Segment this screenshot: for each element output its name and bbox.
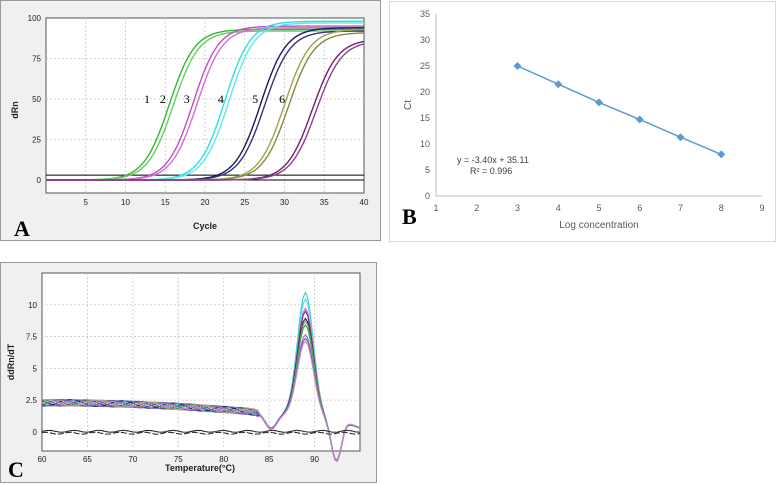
panel-b-axes [435, 14, 762, 197]
panel-b-x-tick-label: 2 [474, 203, 479, 213]
panel-b-letter: B [402, 204, 417, 229]
panel-b-data-point [513, 62, 522, 70]
panel-a-x-tick-label: 25 [240, 198, 249, 207]
panel-b-y-tick-label: 5 [425, 165, 430, 175]
panel-a-curve-label: 5 [252, 92, 258, 106]
panel-b-y-ticks: 0 5 10 15 20 25 30 35 [420, 9, 430, 201]
panel-c-y-tick-label: 10 [28, 301, 37, 310]
panel-c-x-tick-label: 75 [174, 455, 183, 464]
panel-a-amplification-curve [46, 43, 365, 181]
panel-c-y-tick-label: 5 [33, 364, 38, 373]
panel-a-y-tick-label: 75 [32, 55, 41, 64]
panel-c-x-tick-label: 60 [38, 455, 47, 464]
panel-a-x-tick-label: 15 [161, 198, 170, 207]
panel-a-curve-label: 4 [218, 92, 224, 106]
panel-b-data-point [635, 115, 644, 124]
panel-c-y-tick-label: 0 [33, 428, 38, 437]
panel-c-x-tick-label: 85 [265, 455, 274, 464]
panel-a-y-tick-label: 25 [32, 136, 41, 145]
panel-b-data-point [676, 133, 685, 142]
panel-c-y-tick-label: 7.5 [26, 333, 38, 342]
panel-c-curves [41, 291, 361, 462]
panel-b-y-tick-label: 25 [420, 61, 430, 71]
panel-b-equation: y = -3.40x + 35.11 [457, 155, 529, 165]
panel-c-x-tick-label: 90 [310, 455, 319, 464]
panel-b-y-tick-label: 35 [420, 9, 430, 19]
panel-c-x-tick-label: 65 [83, 455, 92, 464]
panel-a-curve-label: 6 [279, 92, 285, 106]
panel-b-x-tick-label: 8 [719, 203, 724, 213]
panel-b-x-tick-label: 6 [637, 203, 642, 213]
panel-a-curve-label: 2 [160, 92, 166, 106]
panel-c-negative-control [41, 429, 361, 433]
panel-c-y-ticks: 0 2.5 5 7.5 10 [26, 301, 38, 437]
panel-b-y-tick-label: 20 [420, 87, 430, 97]
panel-b-x-tick-label: 1 [433, 203, 438, 213]
panel-b-x-tick-label: 5 [596, 203, 601, 213]
panel-c-letter: C [8, 457, 24, 482]
panel-a-y-tick-label: 50 [32, 95, 41, 104]
panel-a-x-label: Cycle [193, 221, 217, 231]
panel-c-melt-curve [41, 320, 361, 462]
panel-c-melt-curve [41, 340, 361, 462]
panel-a-curve-label: 1 [144, 92, 150, 106]
panel-b-points [513, 62, 726, 159]
panel-c-x-tick-label: 70 [128, 455, 137, 464]
panel-a-x-tick-label: 40 [360, 198, 369, 207]
panel-c-y-label: ddRn/dT [6, 343, 16, 380]
panel-a-curves [46, 20, 365, 181]
panel-a-x-tick-label: 5 [84, 198, 89, 207]
panel-c-negative-control [41, 431, 361, 435]
panel-b-y-tick-label: 30 [420, 35, 430, 45]
panel-b-y-tick-label: 0 [425, 191, 430, 201]
panel-b-x-label: Log concentration [559, 220, 639, 231]
panel-b-r2: R² = 0.996 [470, 166, 512, 176]
panel-a-x-tick-label: 30 [280, 198, 289, 207]
panel-b-data-point [717, 150, 726, 159]
panel-b-x-tick-label: 9 [759, 203, 764, 213]
panel-c-x-label: Temperature(°C) [165, 463, 235, 473]
panel-a-x-tick-label: 20 [201, 198, 210, 207]
panel-b-x-tick-label: 4 [556, 203, 561, 213]
panel-b-y-label: Ct [403, 100, 414, 110]
panel-a-x-ticks: 5 10 15 20 25 30 35 40 [84, 198, 369, 207]
panel-c-x-tick-label: 80 [219, 455, 228, 464]
panel-a-y-label: dRn [10, 101, 20, 119]
panel-b-data-point [595, 98, 603, 107]
panel-a-y-ticks: 0 25 50 75 100 [28, 14, 42, 185]
panel-b-data-point [554, 80, 563, 89]
panel-c-melt-curve [41, 317, 361, 461]
panel-b-x-tick-label: 3 [515, 203, 520, 213]
panel-a-x-tick-label: 10 [121, 198, 130, 207]
panel-a-y-tick-label: 0 [37, 176, 42, 185]
panel-b-trendline-path [517, 65, 722, 156]
panel-b-x-ticks: 1 2 3 4 5 6 7 8 9 [433, 203, 764, 213]
panel-b-frame [389, 1, 776, 242]
panel-b-y-tick-label: 15 [420, 113, 430, 123]
panel-b-trendline [517, 65, 722, 156]
panel-a-y-tick-label: 100 [28, 14, 42, 23]
panel-c-melt-curve [41, 337, 361, 462]
panel-a-curve-label: 3 [184, 92, 190, 106]
panel-a-letter: A [14, 216, 30, 241]
panel-c-y-tick-label: 2.5 [26, 396, 38, 405]
panel-a-x-tick-label: 35 [320, 198, 329, 207]
panel-b-x-tick-label: 7 [678, 203, 683, 213]
panel-b-y-tick-label: 10 [420, 139, 430, 149]
panel-c-x-ticks: 60 65 70 75 80 85 90 [38, 455, 320, 464]
